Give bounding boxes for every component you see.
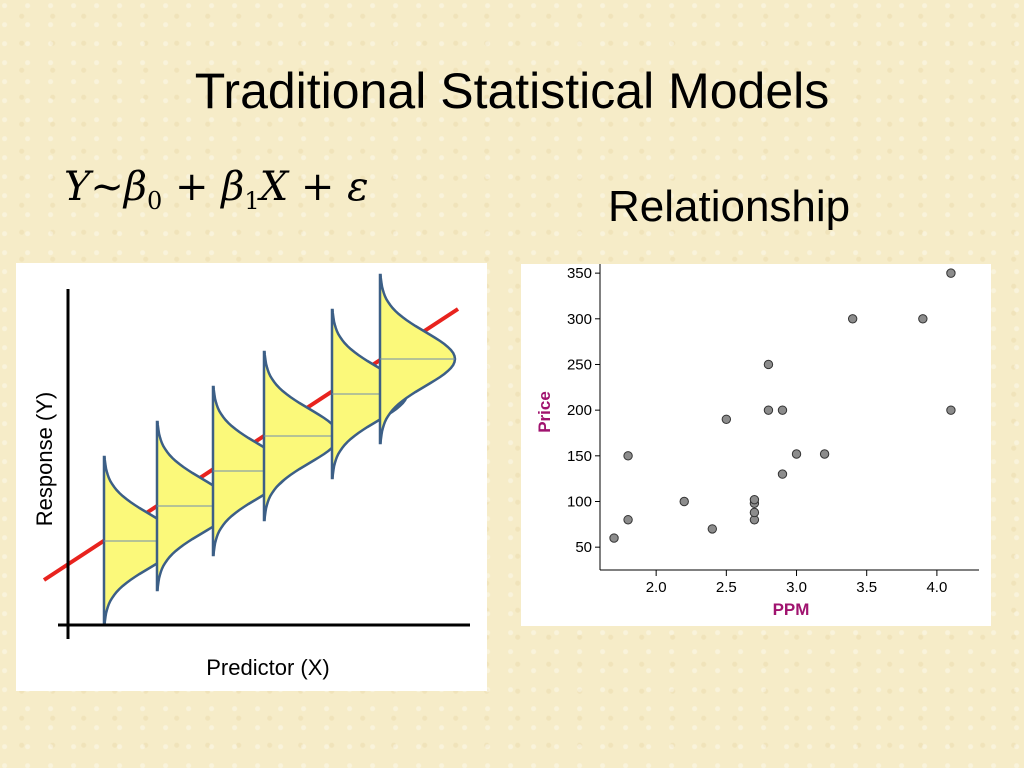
regression-diagram-panel: Response (Y) Predictor (X) bbox=[16, 263, 487, 691]
scatter-point bbox=[777, 405, 788, 415]
scatter-point bbox=[749, 494, 760, 505]
y-tick-label: 250 bbox=[567, 356, 592, 373]
scatter-point bbox=[819, 449, 830, 459]
regression-diagram: Response (Y) Predictor (X) bbox=[32, 273, 470, 680]
x-tick-label: 3.0 bbox=[786, 579, 807, 596]
formula-y: Y bbox=[64, 164, 91, 210]
formula-x: X bbox=[259, 164, 289, 210]
scatter-point bbox=[763, 405, 774, 415]
scatter-point bbox=[721, 414, 732, 424]
formula-beta0: β bbox=[123, 164, 148, 210]
data-points bbox=[609, 268, 956, 543]
x-tick-label: 3.5 bbox=[856, 579, 877, 596]
slide-title: Traditional Statistical Models bbox=[194, 63, 830, 119]
regression-formula: Y~β0 + β1X + ε bbox=[64, 164, 369, 215]
y-tick-label: 150 bbox=[567, 448, 592, 465]
relationship-heading: Relationship bbox=[608, 182, 851, 231]
scatter-point bbox=[749, 507, 760, 518]
formula-plus-2: + bbox=[300, 164, 335, 210]
scatter-point bbox=[623, 515, 633, 525]
formula-beta1: β bbox=[221, 164, 245, 210]
normal-curves-overlay bbox=[102, 273, 457, 627]
formula-beta1-subscript: 1 bbox=[244, 187, 260, 215]
x-tick-label: 2.5 bbox=[716, 579, 737, 596]
scatter-point bbox=[707, 524, 717, 534]
y-ticks: 50 100 150 200 250 300 350 bbox=[567, 265, 600, 556]
formula-plus-1: + bbox=[175, 164, 209, 210]
formula-beta0-subscript: 0 bbox=[147, 187, 163, 215]
scatter-plot-panel: 50 100 150 200 250 300 350 2.0 2.5 3.0 3.5 4.0 Pri… bbox=[521, 264, 991, 626]
y-tick-label: 100 bbox=[567, 493, 592, 510]
y-tick-label: 50 bbox=[575, 539, 592, 556]
y-axis-label: Price bbox=[535, 391, 554, 433]
scatter-point bbox=[623, 451, 633, 461]
scatter-point bbox=[763, 359, 774, 370]
x-tick-label: 2.0 bbox=[646, 579, 667, 596]
x-axis-label: Predictor (X) bbox=[206, 655, 329, 680]
scatter-point bbox=[847, 314, 858, 324]
scatter-point bbox=[609, 533, 619, 543]
scatter-point bbox=[679, 496, 689, 507]
x-ticks: 2.0 2.5 3.0 3.5 4.0 bbox=[646, 570, 947, 596]
x-tick-label: 4.0 bbox=[926, 579, 947, 596]
scatter-point bbox=[777, 469, 788, 479]
scatter-point bbox=[946, 405, 956, 415]
scatter-plot: 50 100 150 200 250 300 350 2.0 2.5 3.0 3.5 4.0 Pri… bbox=[535, 264, 979, 619]
y-tick-label: 200 bbox=[567, 402, 592, 419]
formula-epsilon: ε bbox=[347, 164, 369, 210]
y-axis-label: Response (Y) bbox=[32, 392, 57, 527]
x-axis-label: PPM bbox=[773, 600, 810, 619]
formula-tilde: ~ bbox=[90, 164, 124, 210]
scatter-point bbox=[791, 449, 802, 459]
scatter-point bbox=[918, 314, 928, 324]
y-tick-label: 350 bbox=[567, 265, 592, 282]
scatter-point bbox=[946, 268, 956, 278]
y-tick-label: 300 bbox=[567, 311, 592, 328]
